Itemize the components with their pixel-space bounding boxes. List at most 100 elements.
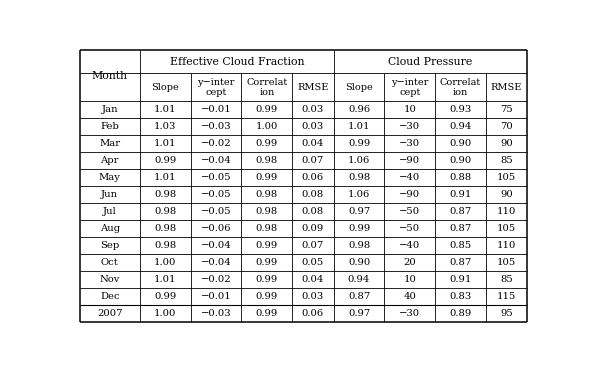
Text: 0.90: 0.90 [449, 156, 472, 165]
Text: 90: 90 [500, 190, 513, 199]
Text: 0.98: 0.98 [155, 241, 176, 250]
Text: 105: 105 [497, 258, 516, 268]
Text: 0.98: 0.98 [256, 190, 278, 199]
Text: −0.01: −0.01 [201, 105, 231, 114]
Text: 0.87: 0.87 [449, 224, 472, 233]
Text: 0.98: 0.98 [256, 156, 278, 165]
Text: 0.89: 0.89 [449, 309, 472, 318]
Text: Feb: Feb [100, 123, 119, 131]
Text: 0.96: 0.96 [348, 105, 370, 114]
Text: 0.04: 0.04 [302, 139, 324, 148]
Text: Cloud Pressure: Cloud Pressure [388, 57, 472, 67]
Text: 0.99: 0.99 [256, 139, 278, 148]
Text: −50: −50 [399, 208, 420, 216]
Text: Sep: Sep [100, 241, 120, 250]
Text: 10: 10 [403, 275, 416, 284]
Text: 0.08: 0.08 [302, 190, 324, 199]
Text: 0.94: 0.94 [449, 123, 472, 131]
Text: 0.99: 0.99 [256, 258, 278, 268]
Text: 0.87: 0.87 [449, 208, 472, 216]
Text: −30: −30 [399, 123, 420, 131]
Text: 0.90: 0.90 [348, 258, 370, 268]
Text: 0.90: 0.90 [449, 139, 472, 148]
Text: Slope: Slope [345, 83, 373, 92]
Text: Aug: Aug [99, 224, 120, 233]
Text: Jul: Jul [103, 208, 117, 216]
Text: Slope: Slope [152, 83, 179, 92]
Text: 0.03: 0.03 [302, 293, 324, 301]
Text: 1.06: 1.06 [348, 190, 370, 199]
Text: −0.02: −0.02 [201, 275, 231, 284]
Text: −90: −90 [399, 190, 420, 199]
Text: 0.98: 0.98 [155, 224, 176, 233]
Text: −0.05: −0.05 [201, 190, 231, 199]
Text: −0.01: −0.01 [201, 293, 231, 301]
Text: 0.03: 0.03 [302, 123, 324, 131]
Text: 0.98: 0.98 [256, 224, 278, 233]
Text: 0.99: 0.99 [256, 275, 278, 284]
Text: 110: 110 [497, 208, 516, 216]
Text: 75: 75 [500, 105, 513, 114]
Text: 20: 20 [403, 258, 416, 268]
Text: −0.04: −0.04 [201, 156, 231, 165]
Text: 1.01: 1.01 [154, 139, 176, 148]
Text: 40: 40 [403, 293, 416, 301]
Text: −0.03: −0.03 [201, 123, 231, 131]
Text: 0.98: 0.98 [155, 208, 176, 216]
Text: Correlat
ion: Correlat ion [246, 78, 288, 97]
Text: 0.08: 0.08 [302, 208, 324, 216]
Text: −0.05: −0.05 [201, 173, 231, 183]
Text: 0.98: 0.98 [348, 173, 370, 183]
Text: 0.97: 0.97 [348, 208, 370, 216]
Text: −30: −30 [399, 309, 420, 318]
Text: −0.05: −0.05 [201, 208, 231, 216]
Text: Correlat
ion: Correlat ion [440, 78, 481, 97]
Text: 1.00: 1.00 [256, 123, 278, 131]
Text: 0.87: 0.87 [348, 293, 370, 301]
Text: 0.05: 0.05 [302, 258, 324, 268]
Text: 0.99: 0.99 [256, 173, 278, 183]
Text: 2007: 2007 [97, 309, 123, 318]
Text: 115: 115 [497, 293, 516, 301]
Text: 105: 105 [497, 173, 516, 183]
Text: 0.99: 0.99 [256, 309, 278, 318]
Text: 0.06: 0.06 [302, 309, 324, 318]
Text: Month: Month [92, 71, 128, 81]
Text: 0.85: 0.85 [449, 241, 472, 250]
Text: Oct: Oct [101, 258, 118, 268]
Text: 70: 70 [500, 123, 513, 131]
Text: 1.06: 1.06 [348, 156, 370, 165]
Text: 0.98: 0.98 [256, 208, 278, 216]
Text: −40: −40 [399, 173, 420, 183]
Text: 1.01: 1.01 [348, 123, 370, 131]
Text: 0.91: 0.91 [449, 190, 472, 199]
Text: 0.99: 0.99 [256, 293, 278, 301]
Text: 0.09: 0.09 [302, 224, 324, 233]
Text: 0.88: 0.88 [449, 173, 472, 183]
Text: 110: 110 [497, 241, 516, 250]
Text: 0.04: 0.04 [302, 275, 324, 284]
Text: 1.01: 1.01 [154, 105, 176, 114]
Text: May: May [99, 173, 121, 183]
Text: 0.99: 0.99 [348, 139, 370, 148]
Text: 0.94: 0.94 [348, 275, 370, 284]
Text: 0.07: 0.07 [302, 241, 324, 250]
Text: Effective Cloud Fraction: Effective Cloud Fraction [169, 57, 304, 67]
Text: 0.99: 0.99 [155, 293, 176, 301]
Text: −0.02: −0.02 [201, 139, 231, 148]
Text: 95: 95 [500, 309, 513, 318]
Text: −0.04: −0.04 [201, 258, 231, 268]
Text: Jun: Jun [101, 190, 118, 199]
Text: y−inter
cept: y−inter cept [391, 78, 429, 97]
Text: 0.03: 0.03 [302, 105, 324, 114]
Text: 85: 85 [500, 156, 513, 165]
Text: 0.06: 0.06 [302, 173, 324, 183]
Text: 1.01: 1.01 [154, 275, 176, 284]
Text: 1.01: 1.01 [154, 173, 176, 183]
Text: 0.07: 0.07 [302, 156, 324, 165]
Text: 1.00: 1.00 [154, 309, 176, 318]
Text: y−inter
cept: y−inter cept [197, 78, 235, 97]
Text: RMSE: RMSE [491, 83, 522, 92]
Text: −90: −90 [399, 156, 420, 165]
Text: 0.93: 0.93 [449, 105, 472, 114]
